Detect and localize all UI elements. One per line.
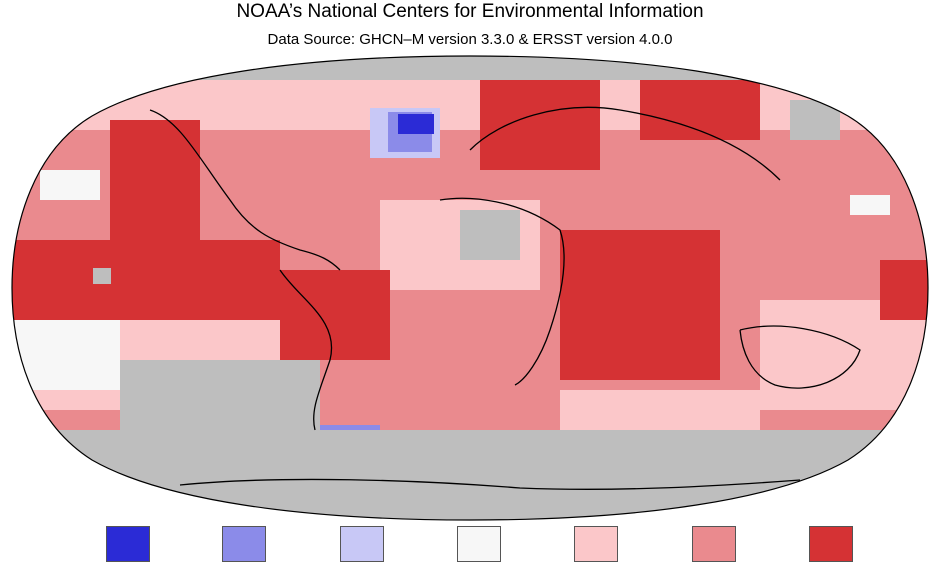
africa-coast (439, 197, 565, 386)
legend-swatch-3 (340, 526, 384, 562)
anomaly-warm-europe (480, 80, 600, 170)
legend-swatch-4 (457, 526, 501, 562)
no-data-arctic (12, 56, 928, 80)
color-legend (0, 526, 940, 564)
legend-swatch-2 (222, 526, 266, 562)
no-data-east-siberia (790, 100, 840, 140)
legend-swatch-1 (106, 526, 150, 562)
anomaly-neutral-south-pacific (12, 320, 120, 390)
coastlines (149, 106, 861, 490)
no-data-southern-ocean-pacific (120, 360, 320, 430)
anomaly-warm-siberia (640, 80, 760, 140)
map-subtitle: Data Source: GHCN–M version 3.3.0 & ERSS… (267, 31, 673, 48)
eurasia-coast (469, 106, 781, 181)
anomaly-warm-far-pacific (880, 260, 928, 320)
australia-coast (739, 325, 861, 389)
globe-outline (11, 55, 929, 521)
south-america-coast (279, 269, 333, 431)
legend-swatch-5 (574, 526, 618, 562)
anomaly-neutral-north-pacific (40, 170, 100, 200)
no-data-pacific-cell (93, 268, 111, 284)
north-america-coast (149, 109, 341, 271)
legend-swatch-7 (809, 526, 853, 562)
anomaly-warm-indian (560, 230, 720, 380)
map-title: NOAA’s National Centers for Environmenta… (236, 1, 704, 22)
legend-swatch-6 (692, 526, 736, 562)
anomaly-warm-ne-pacific (110, 120, 200, 270)
anomaly-cold-north-atlantic (398, 114, 434, 134)
anomaly-warm-amazon (280, 270, 390, 360)
temperature-grid (12, 56, 928, 520)
antarctica-coast (179, 478, 801, 490)
anomaly-neutral-west-pacific (850, 195, 890, 215)
no-data-central-africa (460, 210, 520, 260)
anomaly-band-indian-south (560, 390, 760, 430)
